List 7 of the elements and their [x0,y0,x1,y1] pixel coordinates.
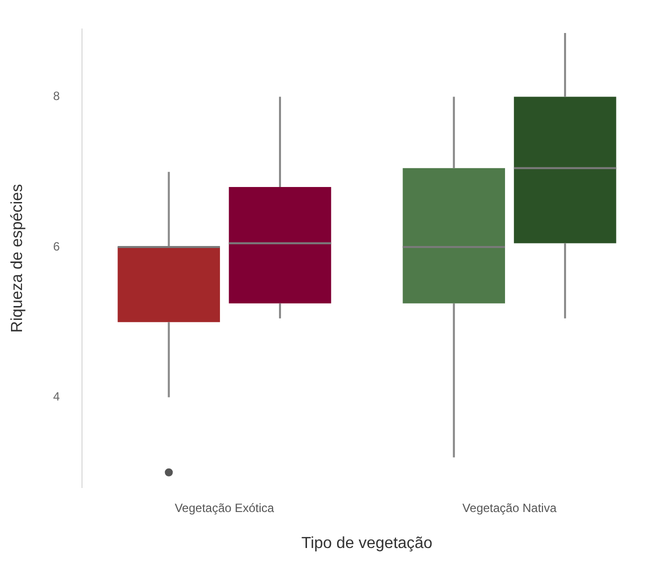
y-tick-label: 6 [53,239,60,254]
x-tick-label: Vegetação Exótica [174,500,274,515]
y-tick-label: 4 [53,390,60,404]
x-axis-title: Tipo de vegetação [301,534,433,552]
y-axis-title: Riqueza de espécies [9,184,26,333]
y-tick-label: 8 [53,89,60,104]
x-tick-label: Vegetação Nativa [462,500,557,515]
